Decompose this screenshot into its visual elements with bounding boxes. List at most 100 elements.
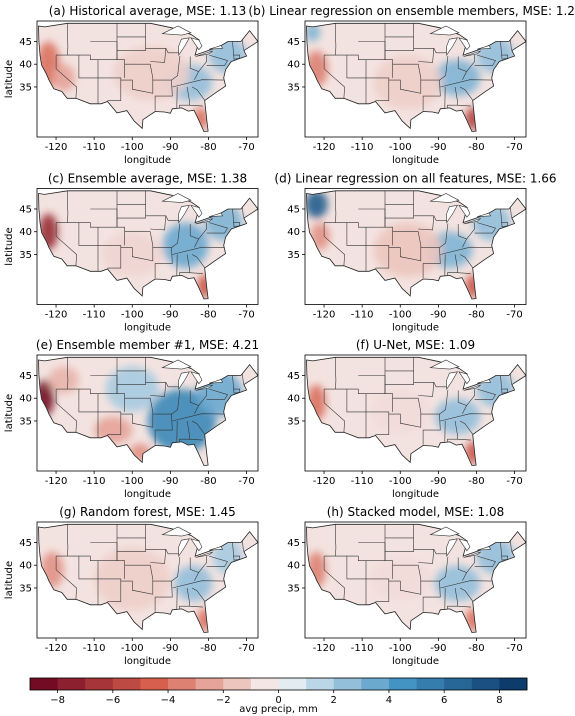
precip-blob — [197, 608, 213, 632]
state-border — [56, 375, 118, 395]
y-tick-label: 45 — [19, 371, 32, 382]
y-tick-label: 40 — [19, 60, 32, 71]
state-border — [242, 40, 244, 51]
state-border — [462, 405, 467, 414]
x-tick-label: -120 — [45, 476, 68, 487]
state-border — [346, 222, 367, 272]
x-tick-label: -80 — [200, 643, 216, 654]
state-border — [120, 397, 154, 428]
colorbar-tick-label: −6 — [105, 695, 120, 706]
state-border — [384, 23, 393, 78]
x-tick-label: -100 — [121, 310, 144, 321]
plot-frame — [36, 20, 259, 138]
state-border — [420, 247, 441, 279]
plot-frame — [36, 354, 259, 472]
lake — [209, 546, 224, 551]
x-tick-label: -120 — [313, 142, 336, 153]
lake — [446, 204, 458, 224]
lake — [458, 204, 471, 218]
state-border — [171, 556, 181, 582]
state-border — [440, 413, 493, 422]
precip-blob — [434, 565, 481, 602]
state-border — [78, 222, 99, 272]
state-border — [413, 381, 435, 397]
state-border — [346, 556, 367, 605]
precip-blob — [48, 366, 79, 394]
lake — [195, 551, 213, 558]
lake — [178, 371, 190, 391]
state-border — [433, 48, 448, 54]
lake — [178, 204, 190, 224]
lake — [463, 551, 481, 558]
state-border — [459, 420, 473, 435]
state-border — [117, 370, 146, 385]
state-border — [388, 231, 422, 262]
precip-field — [306, 524, 526, 633]
state-border — [172, 580, 225, 589]
x-tick-label: -120 — [313, 310, 336, 321]
y-tick-label: 35 — [287, 416, 300, 427]
precip-blob — [369, 556, 431, 602]
x-tick-label: -80 — [468, 310, 484, 321]
x-tick-label: -110 — [83, 643, 106, 654]
precip-blob — [310, 222, 330, 250]
x-tick-label: -110 — [351, 142, 374, 153]
panel-3: -120 -110 -100 -90 -80 -70 35 40 45 (c) Ensemble … — [4, 172, 259, 334]
state-border — [172, 79, 225, 88]
state-border — [462, 71, 467, 80]
colorbar-bin — [471, 678, 500, 690]
colorbar-tick-label: 0 — [275, 695, 281, 706]
x-tick-label: -100 — [121, 476, 144, 487]
x-axis-label: longitude — [392, 489, 439, 500]
x-tick-label: -70 — [238, 643, 254, 654]
precip-field — [38, 190, 258, 299]
state-border — [55, 222, 77, 266]
state-border — [56, 542, 118, 562]
y-tick-label: 40 — [287, 561, 300, 572]
y-tick-label: 40 — [19, 394, 32, 405]
state-border — [385, 36, 414, 51]
state-border — [385, 370, 414, 385]
state-border — [191, 86, 205, 101]
y-axis-label: latitude — [4, 60, 15, 98]
state-border — [242, 541, 244, 552]
precip-blob — [465, 608, 481, 632]
x-tick-label: -90 — [430, 142, 446, 153]
plot-frame — [304, 188, 527, 305]
state-border — [439, 55, 449, 81]
x-tick-label: -70 — [506, 476, 522, 487]
y-tick-label: 40 — [287, 394, 300, 405]
state-border — [172, 246, 225, 255]
colorbar-bin — [333, 678, 362, 690]
state-border — [462, 572, 467, 581]
state-border — [346, 389, 367, 438]
colorbar-tick-label: 4 — [386, 695, 392, 706]
state-border — [384, 524, 393, 579]
state-border — [433, 549, 448, 555]
state-border — [324, 375, 386, 395]
lake — [477, 546, 492, 551]
lake — [458, 371, 471, 385]
state-border — [365, 227, 390, 269]
y-tick-label: 35 — [19, 250, 32, 261]
panel-title: (b) Linear regression on ensemble member… — [248, 4, 575, 18]
state-border — [385, 204, 414, 219]
x-tick-label: -70 — [238, 310, 254, 321]
panel-title: (g) Random forest, MSE: 1.45 — [59, 505, 236, 519]
lake — [178, 37, 190, 57]
state-border — [474, 54, 496, 66]
state-border — [171, 389, 181, 415]
state-border — [384, 357, 393, 412]
lake — [477, 212, 492, 217]
state-border — [384, 190, 393, 246]
plot-frame — [36, 188, 259, 305]
precip-field — [38, 357, 258, 466]
state-border — [413, 47, 435, 63]
state-border — [194, 238, 199, 248]
x-tick-label: -80 — [468, 142, 484, 153]
state-border — [152, 247, 173, 279]
y-tick-label: 35 — [287, 250, 300, 261]
state-border — [206, 54, 228, 66]
state-border — [189, 605, 203, 608]
x-tick-label: -70 — [506, 310, 522, 321]
